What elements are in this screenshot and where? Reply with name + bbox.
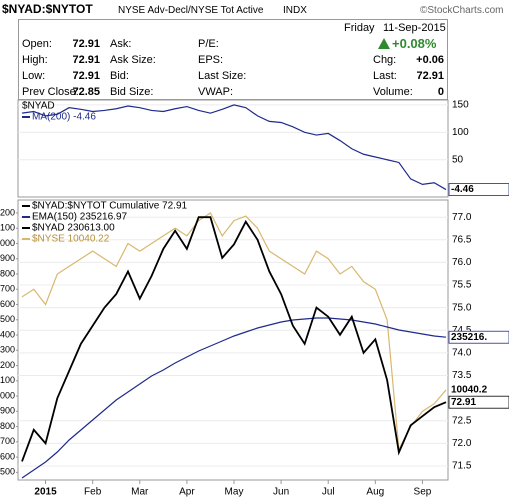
y-tick-label: 75.0 xyxy=(452,302,472,313)
y2-tick-label: 400 xyxy=(0,329,15,339)
quote-label: Prev Close: xyxy=(22,86,79,98)
x-tick-label: Jun xyxy=(273,487,289,498)
value-label-box xyxy=(448,183,509,196)
y2-tick-label: 700 xyxy=(0,436,15,446)
legend-label: $NYAD 230613.00 xyxy=(32,223,115,234)
x-tick-label: Apr xyxy=(179,487,195,498)
quote-label: Low: xyxy=(22,70,46,82)
legend-label: $NYSE 10040.22 xyxy=(32,234,110,245)
y2-tick-label: 300 xyxy=(0,345,15,355)
value-label: 235216. xyxy=(451,332,487,343)
value-label: 72.91 xyxy=(451,397,476,408)
y2-tick-label: 700 xyxy=(0,284,15,294)
y-tick-label: 73.5 xyxy=(452,370,472,381)
last-value: 72.91 xyxy=(416,70,444,82)
day: Friday xyxy=(344,22,375,34)
quote-value: 72.91 xyxy=(72,38,100,50)
quote-value: 72.91 xyxy=(72,54,100,66)
y-tick-label: 72.0 xyxy=(452,438,472,449)
y-tick-label: 74.5 xyxy=(452,325,472,336)
bid-ask-label: Bid Size: xyxy=(110,86,154,98)
series-line xyxy=(21,212,447,452)
y2-tick-label: 800 xyxy=(0,421,15,431)
last-label: Chg: xyxy=(373,54,397,66)
y-tick-label: 77.0 xyxy=(452,212,472,223)
quote-label: High: xyxy=(22,54,48,66)
x-tick-label: Mar xyxy=(131,487,149,498)
x-tick-label: Aug xyxy=(366,487,384,498)
x-tick-label: Jul xyxy=(322,487,335,498)
last-label: Last: xyxy=(373,70,397,82)
legend-label: MA(200) -4.46 xyxy=(32,112,96,123)
y2-tick-label: 900 xyxy=(0,406,15,416)
y-tick-label: 71.5 xyxy=(452,461,472,472)
value-label-box xyxy=(448,330,509,344)
series-line xyxy=(21,216,447,462)
credit: ©StockCharts.com xyxy=(420,5,504,16)
exchange: INDX xyxy=(283,5,307,16)
quote-label: Open: xyxy=(22,38,52,50)
y2-tick-label: 600 xyxy=(0,299,15,309)
fundamental-label: EPS: xyxy=(198,54,224,66)
quote-value: 72.85 xyxy=(72,86,100,98)
bid-ask-label: Ask Size: xyxy=(110,54,156,66)
last-label: Volume: xyxy=(373,86,413,98)
quote-value: 72.91 xyxy=(72,70,100,82)
y-tick-label: 72.5 xyxy=(452,415,472,426)
bid-ask-label: Ask: xyxy=(110,38,132,50)
y-tick-label: 50 xyxy=(452,154,464,165)
y2-tick-label: 100 xyxy=(0,375,15,385)
y2-tick-label: 200 xyxy=(0,360,15,370)
y-tick-label: 74.0 xyxy=(452,348,472,359)
value-label: 10040.2 xyxy=(451,385,488,396)
y2-tick-label: 200 xyxy=(0,207,15,217)
y-tick-label: 76.0 xyxy=(452,257,472,268)
legend-label: EMA(150) 235216.97 xyxy=(32,212,128,223)
top-panel-frame xyxy=(17,99,449,198)
description: NYSE Adv-Decl/NYSE Tot Active xyxy=(118,5,264,16)
legend-label: $NYAD:$NYTOT Cumulative 72.91 xyxy=(32,201,188,212)
symbol: $NYAD:$NYTOT xyxy=(2,2,93,16)
bottom-panel-frame xyxy=(17,199,449,481)
x-tick-label: May xyxy=(225,487,244,498)
change-pct: +0.08% xyxy=(392,36,437,51)
fundamental-label: VWAP: xyxy=(198,86,234,98)
date: 11-Sep-2015 xyxy=(383,22,446,34)
last-value: +0.06 xyxy=(416,54,444,66)
y-tick-label: 76.5 xyxy=(452,234,472,245)
x-tick-label: Feb xyxy=(84,487,102,498)
fundamental-label: P/E: xyxy=(198,38,219,50)
x-tick-label: 2015 xyxy=(34,487,57,498)
series-line xyxy=(21,104,447,191)
y2-tick-label: 000 xyxy=(0,390,15,400)
panel-title: $NYAD xyxy=(22,101,55,112)
y2-tick-label: 500 xyxy=(0,314,15,324)
last-value: 0 xyxy=(437,86,444,98)
x-tick-label: Sep xyxy=(414,487,432,498)
y2-tick-label: 000 xyxy=(0,238,15,248)
up-arrow xyxy=(378,38,390,49)
bid-ask-label: Bid: xyxy=(110,70,129,82)
y2-tick-label: 600 xyxy=(0,451,15,461)
y-tick-label: 100 xyxy=(452,127,469,138)
value-label-box xyxy=(449,383,509,396)
y2-tick-label: 900 xyxy=(0,253,15,263)
value-label: -4.46 xyxy=(451,184,474,195)
y-tick-label: 75.5 xyxy=(452,280,472,291)
series-line xyxy=(21,317,447,479)
value-label-box xyxy=(448,395,509,409)
y2-tick-label: 500 xyxy=(0,467,15,477)
y2-tick-label: 100 xyxy=(0,223,15,233)
y-tick-label: 150 xyxy=(452,100,469,111)
y2-tick-label: 800 xyxy=(0,268,15,278)
fundamental-label: Last Size: xyxy=(198,70,247,82)
